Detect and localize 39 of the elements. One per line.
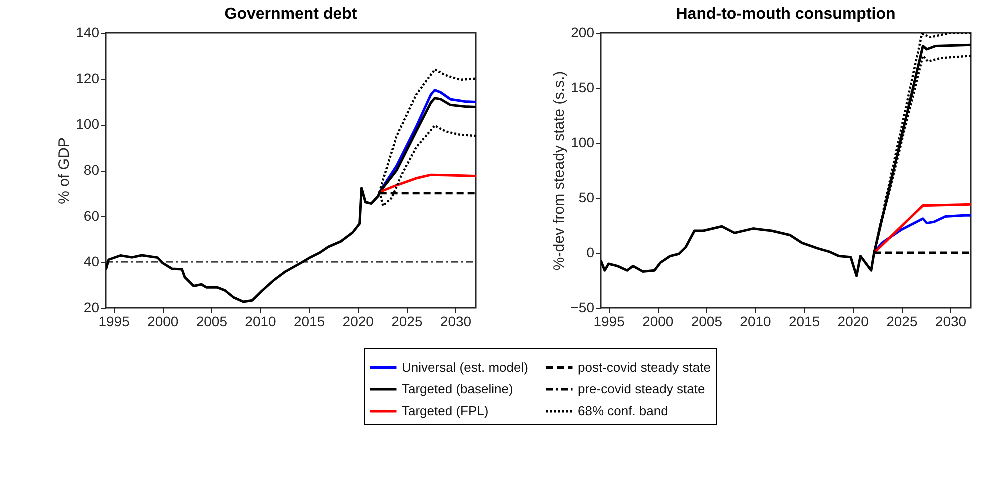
- legend-label: Targeted (baseline): [402, 382, 514, 396]
- x-tick-label: 2020: [342, 314, 374, 330]
- x-tick-label: 1995: [594, 314, 626, 330]
- chart-title: Government debt: [224, 6, 358, 23]
- legend-label: Universal (est. model): [402, 360, 528, 375]
- x-tick-label: 2025: [392, 314, 423, 330]
- y-tick-label: −50: [570, 300, 595, 316]
- y-tick-label: 140: [76, 24, 100, 40]
- y-tick-label: 100: [76, 116, 100, 132]
- legend-label: post-covid steady state: [578, 360, 711, 375]
- y-tick-label: 120: [76, 70, 100, 86]
- legend-label: pre-covid steady state: [578, 382, 706, 396]
- legend-label: 68% conf. band: [578, 404, 668, 418]
- y-tick-label: 80: [84, 162, 100, 178]
- y-tick-label: 100: [571, 134, 595, 150]
- chart-title: Hand-to-mouth consumption: [676, 6, 896, 23]
- x-tick-label: 2025: [886, 314, 918, 330]
- y-tick-label: 50: [578, 190, 595, 206]
- x-tick-label: 2030: [935, 314, 967, 330]
- y-tick-label: 200: [571, 24, 595, 40]
- x-tick-label: 2020: [838, 314, 870, 330]
- x-tick-label: 1995: [98, 314, 130, 330]
- y-tick-label: 40: [84, 254, 100, 270]
- y-tick-label: 150: [571, 80, 595, 96]
- x-tick-label: 2000: [642, 314, 674, 330]
- y-axis-title: % of GDP: [56, 138, 74, 204]
- y-tick-label: 0: [586, 244, 595, 260]
- y-tick-label: 20: [84, 300, 100, 316]
- y-axis-title: %-dev from steady state (s.s.): [550, 71, 568, 271]
- x-tick-label: 2010: [740, 314, 772, 330]
- legend-label: Targeted (FPL): [402, 404, 489, 418]
- x-tick-label: 2005: [691, 314, 723, 330]
- x-tick-label: 2030: [440, 314, 472, 330]
- x-tick-label: 2005: [196, 314, 228, 330]
- x-tick-label: 2015: [788, 314, 820, 330]
- x-tick-label: 2010: [245, 314, 277, 330]
- x-tick-label: 2015: [294, 314, 326, 330]
- x-tick-label: 2000: [148, 314, 179, 330]
- y-tick-label: 60: [84, 208, 100, 224]
